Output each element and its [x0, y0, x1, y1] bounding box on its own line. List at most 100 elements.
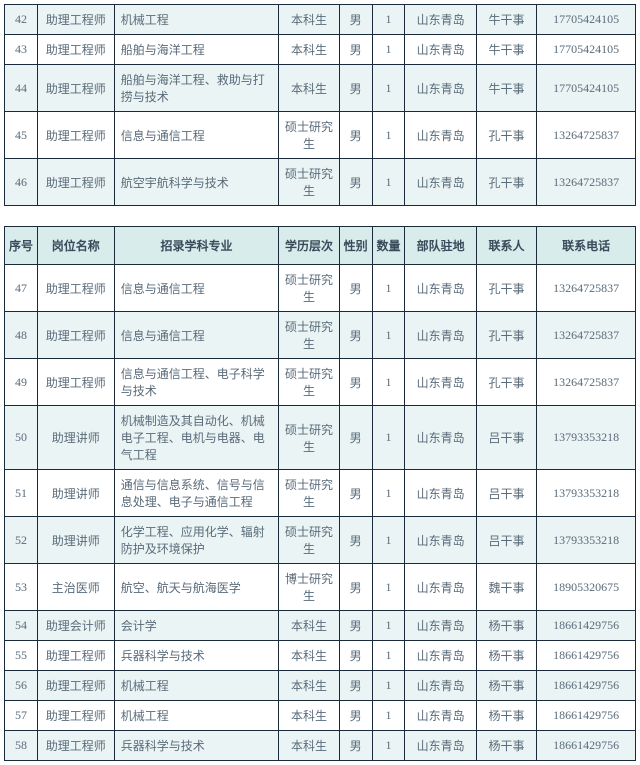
cell-contact: 牛干事	[476, 5, 536, 35]
table-row: 47助理工程师信息与通信工程硕士研究生男1山东青岛孔干事13264725837	[5, 265, 636, 312]
cell-position: 助理工程师	[37, 5, 114, 35]
cell-qty: 1	[372, 517, 405, 564]
cell-sex: 男	[339, 265, 372, 312]
table-row: 50助理讲师机械制造及其自动化、机械电子工程、电机与电器、电气工程硕士研究生男1…	[5, 406, 636, 470]
cell-sex: 男	[339, 112, 372, 159]
cell-major: 机械工程	[114, 701, 279, 731]
cell-contact: 吕干事	[476, 470, 536, 517]
cell-edu: 硕士研究生	[279, 265, 339, 312]
cell-position: 助理讲师	[37, 406, 114, 470]
header-edu: 学历层次	[279, 227, 339, 265]
cell-loc: 山东青岛	[405, 671, 476, 701]
header-position: 岗位名称	[37, 227, 114, 265]
cell-qty: 1	[372, 265, 405, 312]
cell-phone: 17705424105	[537, 65, 636, 112]
cell-qty: 1	[372, 312, 405, 359]
cell-idx: 55	[5, 641, 38, 671]
cell-idx: 58	[5, 731, 38, 761]
cell-idx: 53	[5, 564, 38, 611]
cell-loc: 山东青岛	[405, 5, 476, 35]
cell-contact: 牛干事	[476, 35, 536, 65]
cell-edu: 本科生	[279, 35, 339, 65]
cell-position: 助理工程师	[37, 112, 114, 159]
header-loc: 部队驻地	[405, 227, 476, 265]
cell-edu: 硕士研究生	[279, 312, 339, 359]
cell-qty: 1	[372, 470, 405, 517]
header-sex: 性别	[339, 227, 372, 265]
table-row: 43助理工程师船舶与海洋工程本科生男1山东青岛牛干事17705424105	[5, 35, 636, 65]
cell-loc: 山东青岛	[405, 359, 476, 406]
cell-loc: 山东青岛	[405, 564, 476, 611]
cell-sex: 男	[339, 406, 372, 470]
cell-sex: 男	[339, 731, 372, 761]
cell-contact: 杨干事	[476, 641, 536, 671]
cell-sex: 男	[339, 611, 372, 641]
cell-idx: 49	[5, 359, 38, 406]
cell-qty: 1	[372, 731, 405, 761]
cell-sex: 男	[339, 5, 372, 35]
cell-contact: 魏干事	[476, 564, 536, 611]
cell-position: 助理工程师	[37, 65, 114, 112]
cell-edu: 硕士研究生	[279, 517, 339, 564]
cell-sex: 男	[339, 159, 372, 206]
cell-position: 助理工程师	[37, 265, 114, 312]
cell-loc: 山东青岛	[405, 35, 476, 65]
cell-idx: 50	[5, 406, 38, 470]
cell-phone: 17705424105	[537, 5, 636, 35]
cell-major: 会计学	[114, 611, 279, 641]
cell-qty: 1	[372, 112, 405, 159]
cell-sex: 男	[339, 470, 372, 517]
cell-sex: 男	[339, 564, 372, 611]
cell-qty: 1	[372, 359, 405, 406]
header-contact: 联系人	[476, 227, 536, 265]
cell-major: 航空、航天与航海医学	[114, 564, 279, 611]
table-row: 55助理工程师兵器科学与技术本科生男1山东青岛杨干事18661429756	[5, 641, 636, 671]
cell-sex: 男	[339, 641, 372, 671]
table-row: 57助理工程师机械工程本科生男1山东青岛杨干事18661429756	[5, 701, 636, 731]
cell-sex: 男	[339, 671, 372, 701]
header-qty: 数量	[372, 227, 405, 265]
cell-edu: 本科生	[279, 641, 339, 671]
cell-position: 助理工程师	[37, 312, 114, 359]
cell-idx: 48	[5, 312, 38, 359]
cell-edu: 本科生	[279, 701, 339, 731]
cell-qty: 1	[372, 35, 405, 65]
cell-position: 助理工程师	[37, 671, 114, 701]
cell-phone: 13264725837	[537, 112, 636, 159]
cell-phone: 13264725837	[537, 265, 636, 312]
header-phone: 联系电话	[537, 227, 636, 265]
cell-idx: 45	[5, 112, 38, 159]
table-row: 48助理工程师信息与通信工程硕士研究生男1山东青岛孔干事13264725837	[5, 312, 636, 359]
cell-position: 助理工程师	[37, 641, 114, 671]
table-row: 56助理工程师机械工程本科生男1山东青岛杨干事18661429756	[5, 671, 636, 701]
cell-position: 助理工程师	[37, 731, 114, 761]
cell-sex: 男	[339, 312, 372, 359]
cell-major: 机械工程	[114, 5, 279, 35]
cell-edu: 本科生	[279, 611, 339, 641]
cell-contact: 孔干事	[476, 112, 536, 159]
table-row: 45助理工程师信息与通信工程硕士研究生男1山东青岛孔干事13264725837	[5, 112, 636, 159]
cell-qty: 1	[372, 564, 405, 611]
cell-position: 助理工程师	[37, 701, 114, 731]
cell-edu: 硕士研究生	[279, 470, 339, 517]
cell-sex: 男	[339, 35, 372, 65]
cell-idx: 47	[5, 265, 38, 312]
cell-phone: 13264725837	[537, 359, 636, 406]
cell-idx: 44	[5, 65, 38, 112]
cell-qty: 1	[372, 5, 405, 35]
cell-loc: 山东青岛	[405, 731, 476, 761]
cell-sex: 男	[339, 701, 372, 731]
cell-major: 兵器科学与技术	[114, 731, 279, 761]
cell-contact: 杨干事	[476, 611, 536, 641]
cell-contact: 吕干事	[476, 406, 536, 470]
cell-edu: 硕士研究生	[279, 359, 339, 406]
header-major: 招录学科专业	[114, 227, 279, 265]
cell-loc: 山东青岛	[405, 65, 476, 112]
table-row: 54助理会计师会计学本科生男1山东青岛杨干事18661429756	[5, 611, 636, 641]
cell-major: 航空宇航科学与技术	[114, 159, 279, 206]
cell-major: 通信与信息系统、信号与信息处理、电子与通信工程	[114, 470, 279, 517]
cell-major: 化学工程、应用化学、辐射防护及环境保护	[114, 517, 279, 564]
cell-position: 助理工程师	[37, 35, 114, 65]
cell-edu: 本科生	[279, 65, 339, 112]
cell-idx: 52	[5, 517, 38, 564]
